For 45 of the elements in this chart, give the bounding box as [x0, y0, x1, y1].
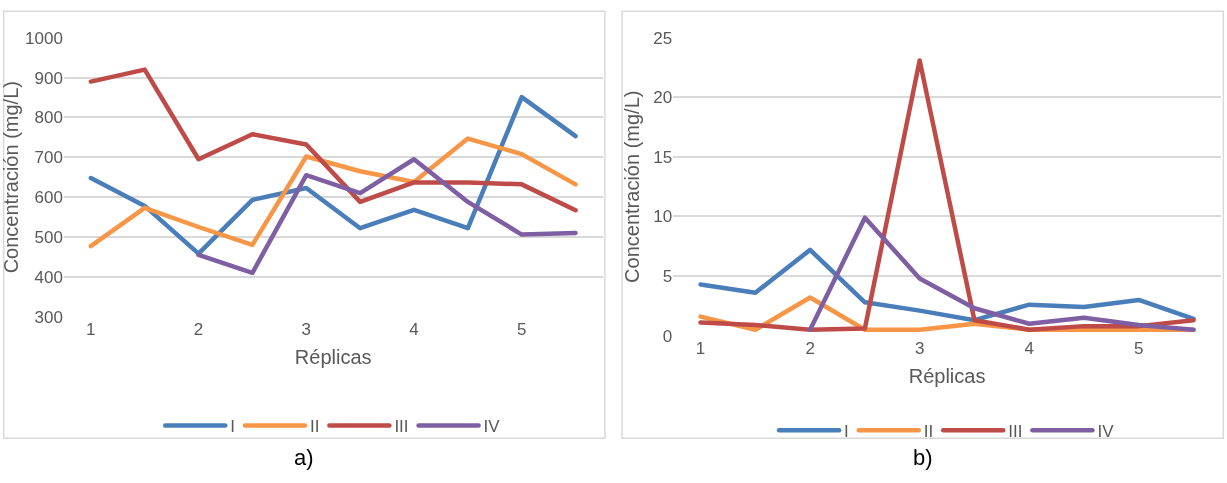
legend-label: I — [844, 421, 849, 441]
y-tick-label: 700 — [34, 148, 63, 168]
x-tick-label: 1 — [695, 338, 706, 358]
x-tick-label: 3 — [301, 319, 312, 339]
x-tick-label: 4 — [409, 319, 419, 339]
line-series — [698, 58, 1196, 332]
y-axis-title: Concentración (mg/L) — [620, 90, 643, 283]
x-tick-label: 2 — [193, 319, 204, 339]
legend-label: I — [230, 417, 235, 437]
y-tick-label: 300 — [34, 307, 63, 327]
x-tick-label: 2 — [805, 338, 815, 358]
line-series — [88, 67, 578, 213]
x-axis-title: Réplicas — [294, 346, 372, 369]
legend-label: II — [923, 421, 934, 441]
y-tick-label: 25 — [653, 28, 673, 48]
line-series — [807, 215, 1196, 332]
text: a) — [294, 445, 314, 470]
x-tick-label: 5 — [1134, 338, 1144, 358]
legend-label: IV — [483, 417, 501, 437]
y-tick-label: 500 — [34, 227, 63, 247]
line-series — [196, 157, 578, 276]
x-tick-label: 4 — [1024, 338, 1034, 358]
legend-label: III — [394, 417, 409, 437]
x-axis-title: Réplicas — [908, 365, 986, 388]
x-tick-label: 3 — [914, 338, 925, 358]
y-tick-label: 15 — [653, 147, 673, 167]
y-axis-title: Concentración (mg/L) — [0, 81, 22, 274]
y-tick-label: 900 — [34, 68, 63, 88]
y-tick-label: 0 — [662, 326, 673, 346]
x-tick-label: 1 — [86, 319, 96, 339]
legend-label: IV — [1097, 421, 1115, 441]
y-tick-label: 1000 — [25, 28, 63, 48]
line-series — [88, 94, 578, 256]
y-tick-label: 10 — [653, 207, 673, 227]
y-tick-label: 5 — [662, 267, 673, 287]
legend-label: III — [1008, 421, 1023, 441]
y-tick-label: 600 — [34, 188, 63, 208]
y-tick-label: 20 — [653, 88, 673, 108]
legend-label: II — [309, 417, 320, 437]
text: b) — [913, 445, 933, 470]
line-series — [88, 136, 578, 249]
x-tick-label: 5 — [516, 319, 527, 339]
y-tick-label: 800 — [34, 108, 63, 128]
y-tick-label: 400 — [34, 267, 63, 287]
line-series — [698, 247, 1196, 323]
